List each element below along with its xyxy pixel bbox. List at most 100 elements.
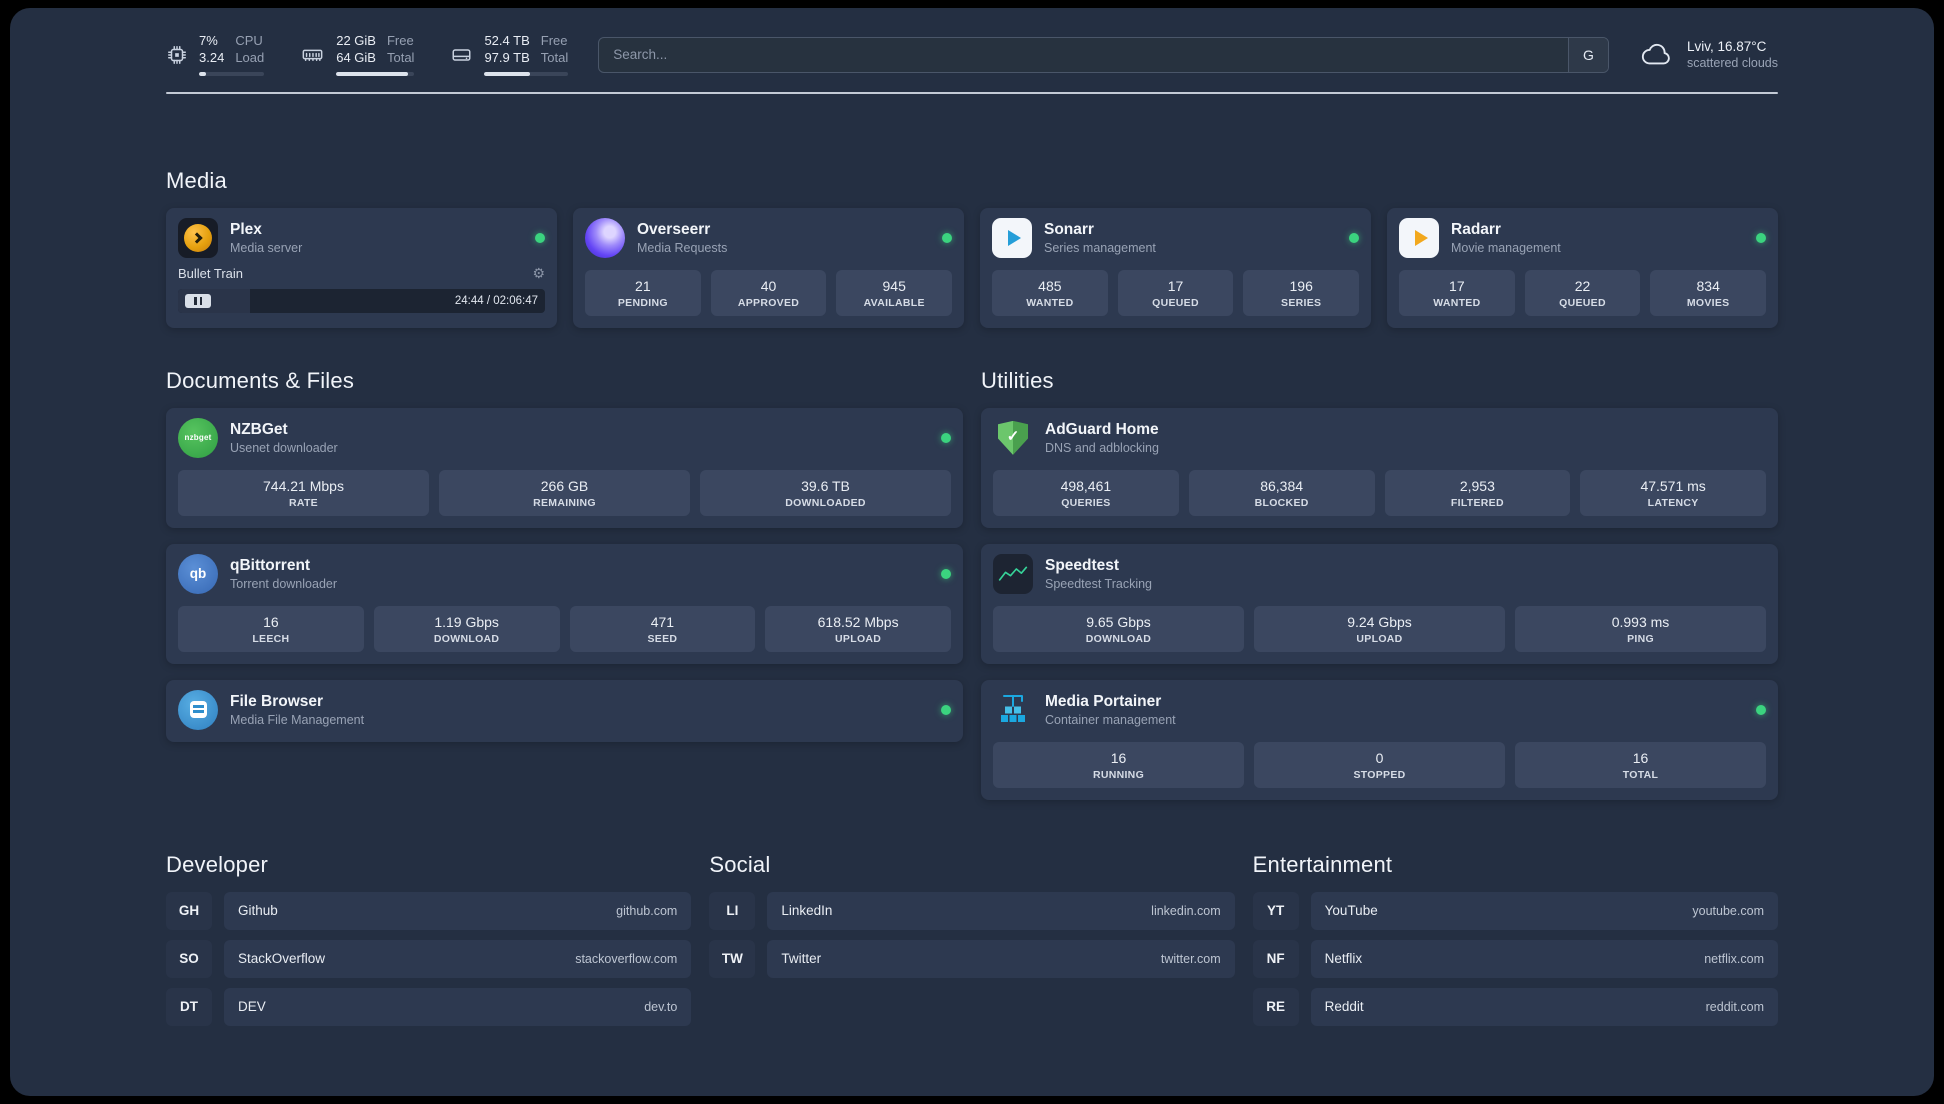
memory-caption-bottom: Total <box>386 49 415 65</box>
stat-tile: 945 AVAILABLE <box>836 269 953 316</box>
service-description: Series management <box>1044 240 1156 255</box>
service-name: NZBGet <box>230 420 288 438</box>
bookmark-netflix: NF Netflix netflix.com <box>1252 939 1778 978</box>
bookmark-link[interactable]: Reddit reddit.com <box>1310 987 1778 1026</box>
service-card-filebrowser[interactable]: File Browser Media File Management <box>166 679 963 742</box>
stat-tile: 39.6 TB DOWNLOADED <box>700 469 951 516</box>
cpu-icon <box>166 44 188 66</box>
stat-tile: 0.993 ms PING <box>1515 605 1766 652</box>
header-divider <box>166 91 1778 94</box>
service-description: Media Requests <box>637 240 728 255</box>
service-card-adguard[interactable]: AdGuard Home DNS and adblocking 498,461Q… <box>981 407 1778 528</box>
bookmark-group-social: Social LI LinkedIn linkedin.com TW Twitt… <box>709 852 1235 1026</box>
cpu-stat: 7% 3.24 CPU Load <box>166 33 265 76</box>
now-playing-title: Bullet Train <box>178 265 244 281</box>
stat-tile: 498,461 QUERIES <box>993 469 1179 516</box>
section-title-developer: Developer <box>166 851 269 877</box>
stat-tile: 618.52 Mbps UPLOAD <box>765 605 951 652</box>
bookmark-abbr: DT <box>166 987 212 1026</box>
stat-tile: 86,384 BLOCKED <box>1188 469 1375 516</box>
storage-stat: 52.4 TB 97.9 TB Free Total <box>450 33 569 76</box>
service-card-radarr[interactable]: Radarr Movie management 17 WANTED 22 QUEUE… <box>1387 207 1778 328</box>
stat-tile: 16 TOTAL <box>1515 741 1766 788</box>
search-provider-button[interactable]: G <box>1567 37 1608 72</box>
memory-progress-bar <box>336 71 415 76</box>
bookmark-abbr: LI <box>709 891 756 930</box>
top-bar: 7% 3.24 CPU Load <box>166 33 1778 76</box>
stat-tile: 17 WANTED <box>1399 269 1515 316</box>
service-card-nzbget[interactable]: nzbget NZBGet Usenet downloader 744.21 M… <box>166 407 963 528</box>
stat-tile: 485 WANTED <box>992 269 1108 316</box>
nzbget-icon: nzbget <box>178 417 218 458</box>
status-indicator <box>1756 704 1766 715</box>
stat-tile: 471 SEED <box>569 605 756 652</box>
stat-tile: 40 APPROVED <box>710 269 827 316</box>
bookmark-link[interactable]: Twitter twitter.com <box>767 939 1235 978</box>
bookmark-link[interactable]: Netflix netflix.com <box>1310 939 1778 978</box>
section-title-documents: Documents & Files <box>166 367 355 393</box>
pause-button[interactable] <box>185 293 211 308</box>
bookmark-link[interactable]: Github github.com <box>224 891 692 930</box>
status-indicator <box>941 704 951 715</box>
stat-tile: 196 SERIES <box>1243 269 1360 316</box>
plex-icon <box>178 217 218 258</box>
bookmark-github: GH Github github.com <box>166 891 692 930</box>
playback-progress: 24:44 / 02:06:47 <box>178 288 545 313</box>
service-description: Speedtest Tracking <box>1045 576 1153 591</box>
bookmark-link[interactable]: StackOverflow stackoverflow.com <box>224 939 692 978</box>
section-title-entertainment: Entertainment <box>1252 851 1393 877</box>
cpu-percent: 7% <box>199 33 218 48</box>
memory-stat: 22 GiB 64 GiB Free Total <box>300 33 415 76</box>
service-name: qBittorrent <box>230 556 311 574</box>
status-indicator <box>941 432 951 443</box>
bookmark-dev: DT DEV dev.to <box>166 987 692 1026</box>
status-indicator <box>941 568 951 579</box>
adguard-shield-icon <box>993 418 1033 458</box>
stat-tile: 834 MOVIES <box>1650 269 1767 316</box>
service-description: Container management <box>1045 712 1176 727</box>
service-description: Usenet downloader <box>230 440 338 455</box>
status-indicator <box>942 232 952 243</box>
service-description: Media server <box>230 240 303 255</box>
bookmark-link[interactable]: YouTube youtube.com <box>1310 891 1778 930</box>
settings-gear-icon[interactable] <box>532 266 545 280</box>
search-input[interactable] <box>599 47 1568 63</box>
service-name: Radarr <box>1451 220 1501 238</box>
stat-tile: 21 PENDING <box>585 269 701 316</box>
cpu-caption-top: CPU <box>235 33 263 48</box>
stat-tile: 47.571 ms LATENCY <box>1580 469 1766 516</box>
radarr-icon <box>1399 217 1439 258</box>
bookmark-reddit: RE Reddit reddit.com <box>1252 987 1778 1026</box>
bookmark-link[interactable]: LinkedIn linkedin.com <box>767 891 1235 930</box>
bookmark-abbr: GH <box>166 891 212 930</box>
service-card-qbittorrent[interactable]: qb qBittorrent Torrent downloader 16 LEEC… <box>166 543 963 664</box>
cloud-icon <box>1639 40 1675 70</box>
memory-free: 22 GiB <box>336 33 376 48</box>
status-indicator <box>1349 232 1359 243</box>
bookmark-link[interactable]: DEV dev.to <box>224 987 692 1026</box>
bookmark-stackoverflow: SO StackOverflow stackoverflow.com <box>166 939 692 978</box>
service-card-overseerr[interactable]: Overseerr Media Requests 21 PENDING 40 APP… <box>573 207 964 328</box>
weather-location: Lviv, 16.87°C <box>1686 39 1767 55</box>
service-card-sonarr[interactable]: Sonarr Series management 485 WANTED 17 QUE… <box>980 207 1371 328</box>
filebrowser-icon <box>178 689 218 730</box>
stat-tile: 0 STOPPED <box>1254 741 1505 788</box>
playback-time: 24:44 / 02:06:47 <box>454 294 538 307</box>
stat-tile: 2,953 FILTERED <box>1384 469 1571 516</box>
storage-caption-bottom: Total <box>540 49 569 65</box>
disk-icon <box>450 44 473 66</box>
service-card-portainer[interactable]: Media Portainer Container management 16 R… <box>981 679 1778 800</box>
section-media: Media Plex Media server Bullet Train <box>166 168 1778 328</box>
weather-widget: Lviv, 16.87°C scattered clouds <box>1639 39 1778 70</box>
search-bar: G <box>598 36 1609 73</box>
section-documents: Documents & Files nzbget NZBGet Usenet d… <box>166 368 963 800</box>
stat-tile: 1.19 Gbps DOWNLOAD <box>373 605 560 652</box>
stat-tile: 744.21 Mbps RATE <box>178 469 429 516</box>
service-card-speedtest[interactable]: Speedtest Speedtest Tracking 9.65 Gbps DO… <box>981 543 1778 664</box>
service-description: DNS and adblocking <box>1045 440 1159 455</box>
service-card-plex[interactable]: Plex Media server Bullet Train 24:44 / 0… <box>166 207 557 328</box>
bookmark-youtube: YT YouTube youtube.com <box>1252 891 1778 930</box>
service-name: AdGuard Home <box>1045 420 1159 438</box>
memory-caption-top: Free <box>386 33 414 48</box>
memory-icon <box>300 44 325 66</box>
